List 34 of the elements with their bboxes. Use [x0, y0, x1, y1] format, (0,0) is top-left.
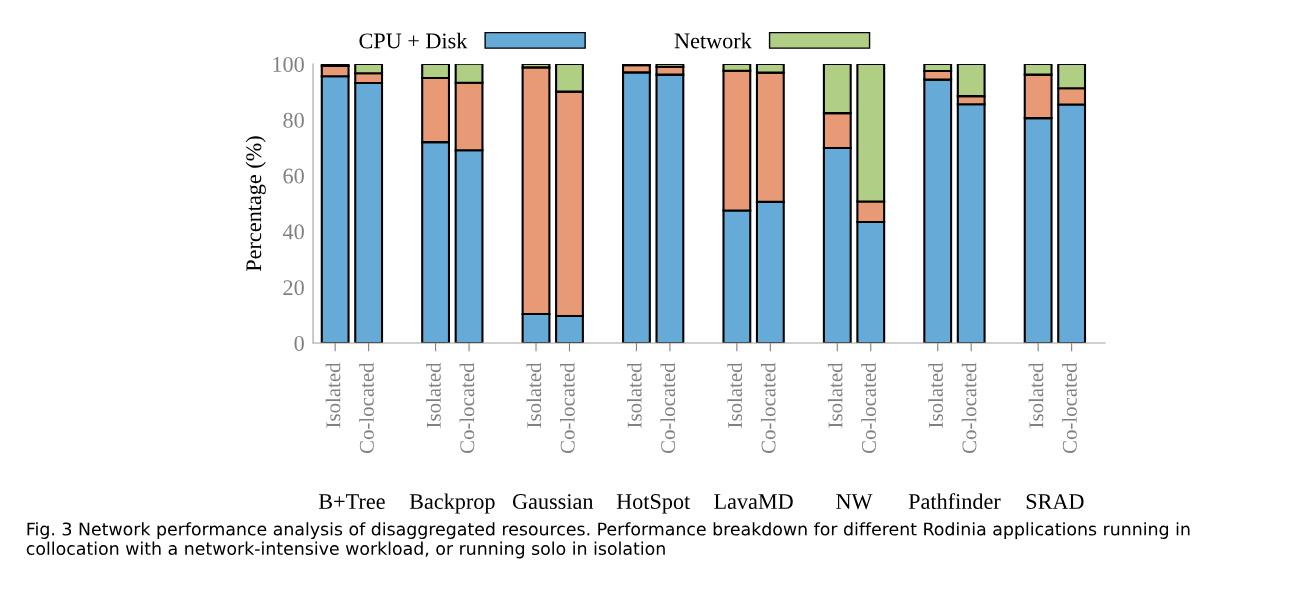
x-tick-label: Co-located	[560, 362, 575, 454]
y-tick-label: 80	[283, 112, 304, 128]
text: B+Tree	[318, 494, 385, 510]
y-tick-label: 60	[283, 168, 304, 184]
y-tick-label: 0	[294, 335, 304, 351]
caption: Fig. 3 Network performance analysis of disaggregated resources. Performance breakdown for different Rodinia applications running in collocation with a network-intensive workload, or running solo in isolation	[26, 522, 1190, 559]
text: SRAD	[1026, 494, 1084, 510]
legend-label: CPU + Disk	[359, 32, 468, 49]
y-tick-label: 100	[273, 56, 304, 72]
x-tick-label: Isolated	[1028, 362, 1044, 428]
x-tick-label: Co-located	[861, 362, 876, 454]
x-tick-label: Co-located	[359, 362, 374, 454]
text: Gaussian	[512, 494, 594, 510]
text: LavaMD	[714, 494, 793, 510]
y-tick-label: 40	[282, 224, 304, 240]
x-tick-label: Co-located	[961, 362, 977, 454]
x-tick-label: Isolated	[727, 362, 743, 428]
legend-label: Network	[674, 32, 752, 49]
x-tick-label: Co-located	[760, 362, 776, 454]
x-tick-label: Isolated	[526, 362, 542, 428]
x-tick-label: Co-located	[660, 362, 676, 454]
text: HotSpot	[616, 494, 691, 514]
x-tick-label: Co-located	[1062, 362, 1077, 454]
x-tick-label: Isolated	[325, 362, 341, 428]
x-tick-label: Isolated	[426, 362, 441, 428]
x-tick-label: Co-located	[459, 362, 475, 454]
text: Pathfinder	[908, 493, 1001, 510]
x-tick-label: Isolated	[827, 362, 843, 428]
x-tick-label: Isolated	[626, 362, 642, 428]
y-tick-label: 20	[283, 280, 304, 296]
text: NW	[836, 494, 873, 510]
y-axis-title: Percentage (%)	[245, 136, 266, 272]
x-tick-label: Isolated	[928, 362, 943, 428]
text: Backprop	[409, 493, 495, 514]
